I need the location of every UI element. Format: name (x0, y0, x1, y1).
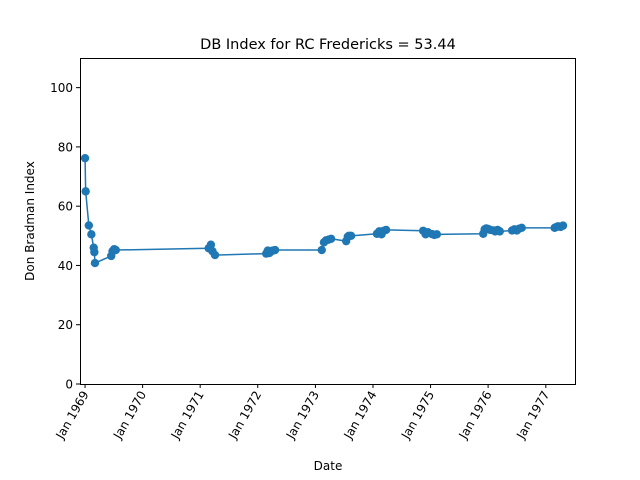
chart-title: DB Index for RC Fredericks = 53.44 (200, 37, 456, 53)
data-point (517, 223, 526, 233)
y-axis-label: Don Bradman Index (23, 161, 37, 281)
y-tick-label: 60 (58, 200, 73, 214)
y-tick-label: 40 (58, 259, 73, 273)
y-axis: 0 20 40 60 80 100 (50, 81, 80, 392)
y-tick-label: 20 (58, 318, 73, 332)
data-point (81, 187, 90, 196)
data-point (326, 234, 336, 243)
axes-frame (80, 58, 576, 385)
data-point (210, 250, 220, 260)
y-tick-label: 80 (58, 140, 73, 154)
data-point (90, 247, 99, 257)
data-point (381, 225, 391, 235)
data-point (317, 245, 326, 255)
series-group (80, 153, 568, 268)
data-point (206, 240, 216, 249)
data-point (111, 245, 120, 255)
y-tick-label: 100 (50, 81, 73, 95)
data-point (346, 231, 356, 241)
x-axis-label: Date (314, 459, 343, 473)
data-point (84, 221, 94, 230)
data-point (87, 230, 96, 239)
plot-area (80, 58, 576, 385)
data-point (495, 227, 504, 236)
data-point (558, 221, 568, 230)
data-point (432, 230, 442, 239)
data-point (80, 153, 90, 163)
data-point (90, 258, 100, 268)
y-tick-label: 0 (65, 378, 73, 392)
data-point (270, 245, 280, 255)
